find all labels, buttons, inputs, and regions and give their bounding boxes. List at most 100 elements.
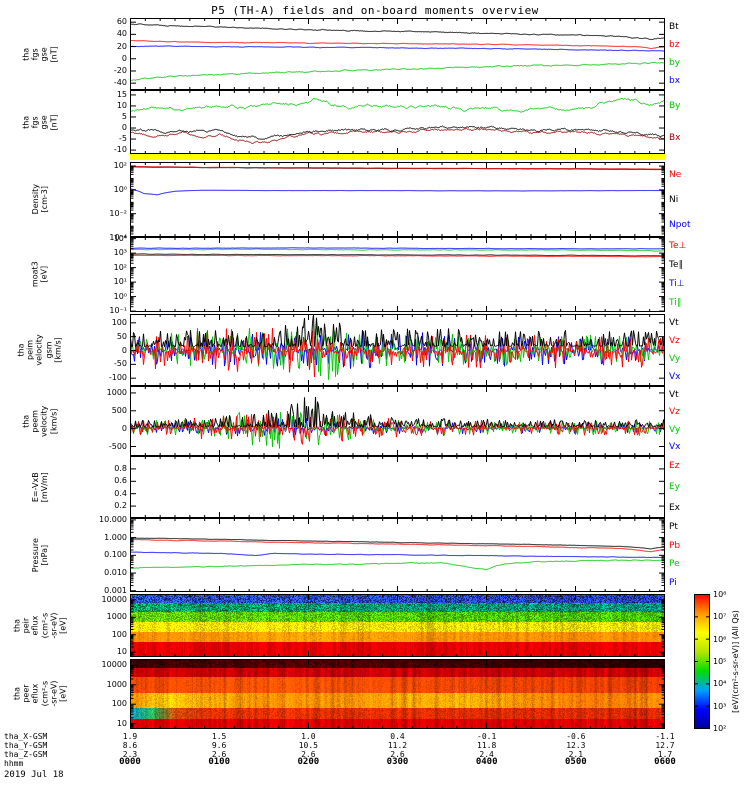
y-tick-label: 10⁰ <box>113 291 127 301</box>
footer-value: 1.0 <box>301 732 316 741</box>
legend-item: bz <box>669 40 680 50</box>
colorbar-tick-label: 10³ <box>713 701 727 711</box>
legend-item: Pi <box>669 577 677 588</box>
time-tick-label: 0600 <box>654 757 676 767</box>
panel-fgs2-ylabel-text: tha fgs gse [nT] <box>21 113 59 131</box>
y-tick-label: 60 <box>116 17 127 27</box>
panel-fgs2-ylabel: tha fgs gse [nT] <box>16 90 64 154</box>
y-tick-label: -20 <box>113 65 127 75</box>
colorbar-tick-label: 10² <box>713 724 727 733</box>
footer-value: -0.6 <box>566 732 586 741</box>
legend-item: Npot <box>669 219 691 230</box>
time-tick-label: 0500 <box>564 757 587 767</box>
panel-press-ylabel: Pressure [nPa] <box>16 518 64 592</box>
footer-value: 11.8 <box>477 741 497 750</box>
y-tick-label: 0 <box>121 345 127 355</box>
y-tick-label: 10³ <box>113 248 127 258</box>
y-tick-label: -100 <box>108 373 127 383</box>
legend-item: Te⊥ <box>669 241 687 252</box>
panel-fgs1-plot <box>130 18 665 90</box>
colorbar-tick-label: 10⁵ <box>713 657 727 666</box>
y-tick-label: -5 <box>119 134 127 144</box>
panel-peer-plot <box>130 659 665 729</box>
time-tick-label: 0300 <box>386 757 409 767</box>
y-tick-label: 10¹ <box>113 277 127 287</box>
legend-item: by <box>669 58 681 68</box>
panel-temp-plot <box>130 237 665 312</box>
y-tick-label: 15 <box>116 89 127 99</box>
footer-value: 2.3 <box>122 750 138 759</box>
legend-item: Vt <box>669 389 679 400</box>
y-tick-label: 1000 <box>106 612 127 622</box>
footer-value: 11.2 <box>387 741 408 750</box>
y-tick-label: -500 <box>108 441 127 451</box>
footer-value: 2.1 <box>568 750 584 759</box>
panel-peer-ylabel: tha peer eflux (cm²-s -sr-eV) [eV] <box>12 659 67 729</box>
y-tick-label: 1000 <box>106 387 127 397</box>
y-tick-label: 10⁻¹ <box>109 306 127 316</box>
panel-peir-plot <box>130 594 665 657</box>
colorbar-tick-label: 10⁴ <box>713 679 727 689</box>
y-tick-label: 10 <box>116 718 127 728</box>
y-tick-label: 20 <box>116 41 127 51</box>
panel-ve-ylabel: tha peem velocity [km/s] <box>16 386 64 456</box>
panel-density-ylabel: Density [cm-3] <box>16 162 64 237</box>
y-tick-label: -50 <box>113 359 127 369</box>
legend-item: Bx <box>669 133 681 143</box>
panel-press-ylabel-text: Pressure [nPa] <box>30 537 49 573</box>
footer-value: -0.1 <box>477 732 497 741</box>
y-tick-label: 10⁻² <box>109 208 127 218</box>
footer-value: 0.4 <box>390 732 405 741</box>
y-tick-label: 1.000 <box>104 532 127 542</box>
footer-value: 2.6 <box>301 750 316 759</box>
y-tick-label: 100 <box>111 317 127 327</box>
y-tick-label: 100 <box>111 699 127 709</box>
panel-press-plot <box>130 518 665 592</box>
footer-value: 12.3 <box>566 741 586 750</box>
panel-vi-ylabel: tha peim velocity gsm [km/s] <box>16 314 64 386</box>
footer-value: 2.6 <box>211 750 227 759</box>
footer-value: 10.5 <box>298 741 318 750</box>
y-tick-label: 10⁰ <box>113 184 127 194</box>
y-tick-label: 100 <box>111 629 127 639</box>
footer-value: 8.6 <box>122 741 138 750</box>
y-tick-label: 0 <box>121 53 127 63</box>
panel-fgs1-ylabel-text: tha fgs gse [nT] <box>21 45 59 63</box>
y-tick-label: 0.4 <box>114 488 127 498</box>
footer-row-label: tha_Z-GSM <box>4 750 48 759</box>
footer-value: 9.6 <box>211 741 227 750</box>
y-tick-label: 10 <box>116 100 127 110</box>
legend-item: Ni <box>669 194 679 205</box>
colorbar-unit-text: [eV/(cm²-s-sr-eV)] (All Qs) <box>730 610 740 713</box>
legend-item: Vy <box>669 354 681 364</box>
date-label: 2019 Jul 18 <box>4 770 64 780</box>
legend-item: By <box>669 101 681 111</box>
panel-temp-ylabel: moat3 [eV] <box>16 237 64 312</box>
time-tick-label: 0100 <box>208 757 230 767</box>
panel-ve-plot <box>130 386 665 456</box>
footer-value: 1.9 <box>122 732 138 741</box>
panel-peer-ylabel-text: tha peer eflux (cm²-s -sr-eV) [eV] <box>12 680 68 708</box>
colorbar-gradient <box>694 594 710 729</box>
panel-peir-ylabel: tha peir eflux (cm²-s -sr-eV) [eV] <box>12 594 67 657</box>
y-tick-label: 0.2 <box>114 501 127 511</box>
legend-item: Pt <box>669 522 678 533</box>
y-tick-label: -40 <box>113 78 127 88</box>
y-tick-label: 1000 <box>106 679 127 689</box>
y-tick-label: 0.6 <box>114 476 127 486</box>
legend-item: Ey <box>669 482 681 492</box>
panel-efield-ylabel: E=-VxB [mV/m] <box>16 456 64 518</box>
y-tick-label: 0 <box>121 423 127 433</box>
y-tick-label: 5 <box>121 111 127 121</box>
legend-item: Vz <box>669 407 680 418</box>
footer-row-label: tha_X-GSM <box>4 732 48 741</box>
legend-item: Ti⊥ <box>669 278 685 289</box>
footer-value: 2.6 <box>390 750 405 759</box>
panel-temp-ylabel-text: moat3 [eV] <box>30 261 49 288</box>
legend-item: Bt <box>669 22 679 32</box>
y-tick-label: 40 <box>116 29 127 39</box>
legend-item: Pe <box>669 559 680 570</box>
panel-ve-ylabel-text: tha peem velocity [km/s] <box>21 405 59 437</box>
time-tick-label: 0200 <box>297 757 320 767</box>
legend-item: Vz <box>669 336 680 346</box>
